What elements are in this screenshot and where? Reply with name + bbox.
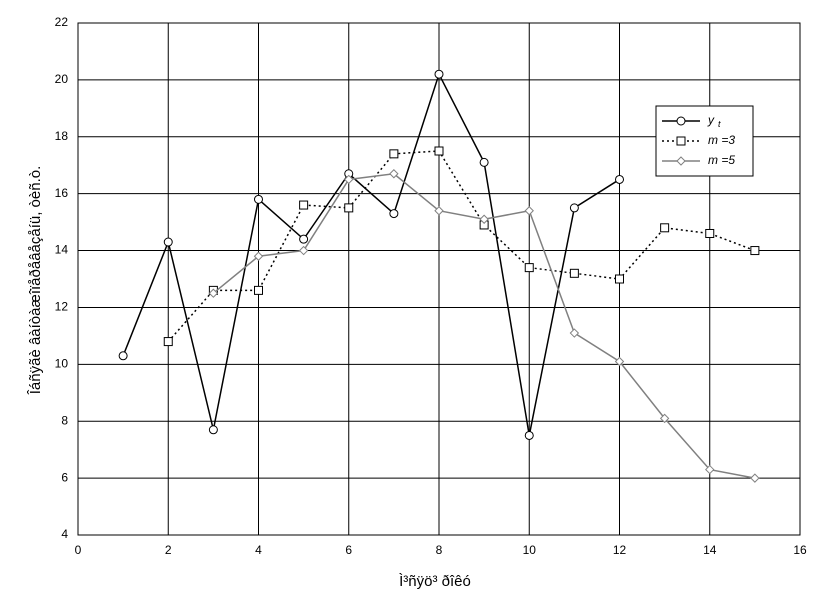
marker <box>434 206 444 216</box>
marker <box>660 223 670 233</box>
x-tick-label: 2 <box>165 543 172 557</box>
y-tick-label: 22 <box>55 15 69 29</box>
marker <box>253 251 264 261</box>
series-line <box>122 72 620 436</box>
marker <box>569 203 579 213</box>
y-tick-label: 10 <box>55 357 69 371</box>
marker <box>434 146 444 156</box>
legend-subscript: t <box>718 119 721 129</box>
y-tick-label: 8 <box>61 413 68 427</box>
x-tick-label: 0 <box>75 543 82 557</box>
legend-text: m =5 <box>708 153 735 167</box>
marker <box>298 245 309 256</box>
x-tick-label: 14 <box>703 543 717 557</box>
marker <box>676 156 686 166</box>
legend-text: m =3 <box>708 133 735 147</box>
marker <box>344 174 354 185</box>
marker <box>254 285 263 295</box>
y-tick-label: 4 <box>61 527 68 541</box>
marker <box>299 200 309 210</box>
marker <box>389 209 399 219</box>
y-tick-label: 12 <box>55 300 69 314</box>
marker <box>615 274 624 284</box>
marker <box>299 234 309 244</box>
y-tick-label: 18 <box>55 129 69 143</box>
x-axis-label: Ì³ñÿö³ ðîêó <box>399 573 471 590</box>
y-tick-label: 14 <box>55 243 69 257</box>
x-tick-label: 6 <box>345 543 352 557</box>
marker <box>254 194 263 204</box>
y-tick-label: 16 <box>55 186 69 200</box>
x-tick-label: 10 <box>523 543 537 557</box>
marker <box>524 206 534 216</box>
marker <box>524 430 534 440</box>
marker <box>524 263 534 273</box>
marker <box>163 237 173 247</box>
marker <box>569 268 579 278</box>
y-tick-label: 20 <box>55 72 69 86</box>
marker <box>569 328 580 338</box>
marker <box>659 413 670 424</box>
legend-box <box>655 105 754 177</box>
x-tick-label: 4 <box>255 543 262 557</box>
marker <box>479 214 489 224</box>
y-axis-label: Îáñÿãè âàíòàæîïåðåâåçåíü, òèñ.ò. <box>27 166 44 396</box>
marker <box>614 356 625 367</box>
marker <box>750 473 760 483</box>
plot-frame <box>77 22 801 536</box>
x-tick-label: 8 <box>436 543 443 557</box>
series-line <box>167 150 756 343</box>
marker <box>676 136 686 146</box>
marker <box>163 337 173 347</box>
legend-label: m =5 <box>708 153 735 167</box>
marker <box>676 116 686 126</box>
marker <box>434 69 444 79</box>
marker <box>705 228 715 238</box>
marker <box>118 351 128 361</box>
marker <box>208 425 218 435</box>
marker <box>705 464 715 475</box>
legend-text: y <box>707 113 715 127</box>
marker <box>389 169 399 179</box>
legend-label: m =3 <box>708 133 735 147</box>
marker <box>615 174 624 184</box>
marker <box>208 288 219 298</box>
marker <box>479 157 489 167</box>
x-tick-label: 12 <box>613 543 627 557</box>
marker <box>750 246 760 256</box>
y-tick-label: 6 <box>61 470 68 484</box>
x-tick-label: 16 <box>793 543 807 557</box>
marker <box>344 203 354 213</box>
marker <box>389 149 399 159</box>
